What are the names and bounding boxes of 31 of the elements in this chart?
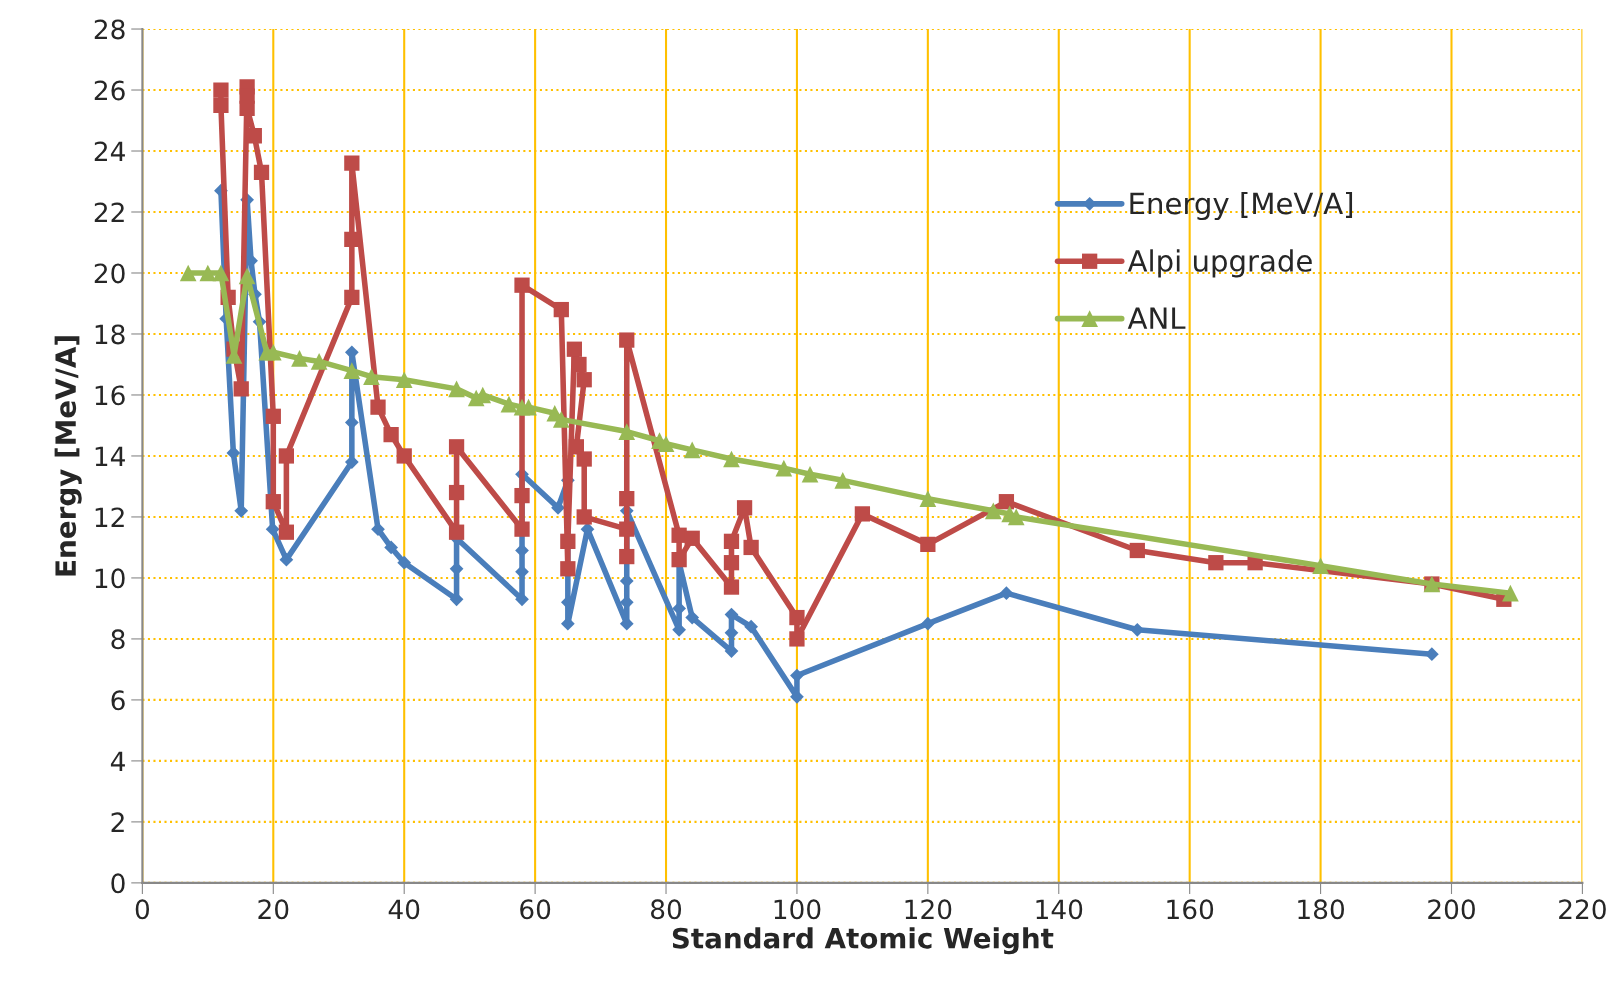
y-tick-label: 14 <box>95 446 125 466</box>
x-tick-label: 80 <box>651 899 682 920</box>
y-tick-label: 24 <box>94 141 125 162</box>
x-tick-label: 60 <box>520 899 551 920</box>
y-tick-label: 16 <box>95 385 125 406</box>
x-tick-label: 220 <box>1559 899 1606 920</box>
y-tick-label: 8 <box>111 629 125 650</box>
x-tick-label: 40 <box>388 899 420 920</box>
x-tick-label: 200 <box>1428 899 1475 920</box>
x-tick-label: 20 <box>258 899 289 920</box>
x-tick-label: 0 <box>135 899 150 920</box>
y-tick-label: 2 <box>111 812 124 832</box>
y-tick-label: 26 <box>94 80 125 101</box>
y-tick-label: 6 <box>111 690 125 711</box>
x-tick-label: 120 <box>905 899 952 920</box>
y-tick-label: 10 <box>95 568 125 589</box>
y-tick-label: 12 <box>95 507 124 527</box>
legend-label: Alpi upgrade <box>1127 249 1312 278</box>
y-tick-label: 0 <box>111 873 125 894</box>
y-tick-label: 20 <box>94 263 125 284</box>
y-tick-label: 22 <box>94 202 124 223</box>
y-tick-label: 18 <box>95 324 125 345</box>
x-tick-label: 140 <box>1036 899 1083 920</box>
x-tick-label: 160 <box>1167 899 1214 920</box>
y-axis-title: Energy [MeV/A] <box>54 336 82 576</box>
y-tick-label: 4 <box>110 751 125 771</box>
legend-label: ANL <box>1127 307 1186 329</box>
x-tick-label: 100 <box>774 899 821 920</box>
x-tick-label: 180 <box>1298 899 1345 920</box>
x-axis-title: Standard Atomic Weight <box>672 927 1054 955</box>
y-tick-label: 28 <box>94 19 125 40</box>
